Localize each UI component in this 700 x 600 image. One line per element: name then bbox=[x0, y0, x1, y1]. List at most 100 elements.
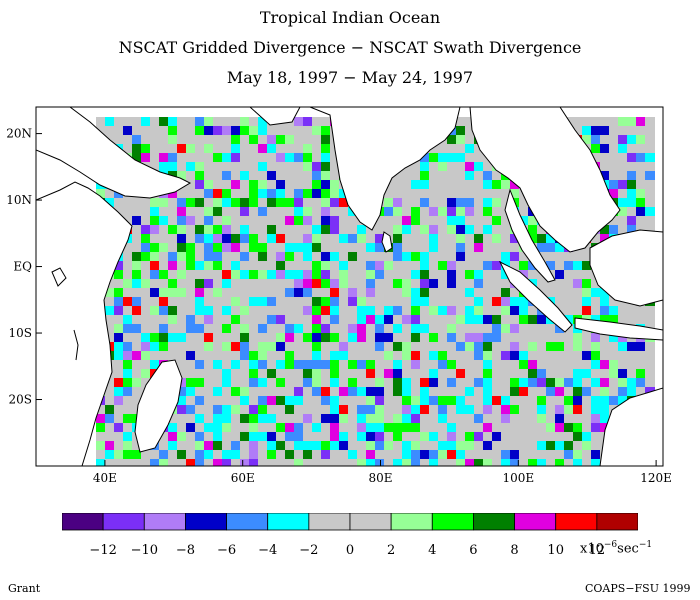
divergence-cell bbox=[501, 459, 511, 466]
divergence-cell bbox=[474, 252, 484, 262]
divergence-cell bbox=[312, 378, 322, 388]
divergence-cell bbox=[186, 351, 196, 361]
divergence-cell bbox=[393, 189, 403, 199]
divergence-cell bbox=[195, 135, 205, 145]
colorbar-tick-label: −4 bbox=[258, 543, 278, 558]
divergence-cell bbox=[528, 396, 538, 406]
divergence-cell bbox=[582, 243, 592, 253]
divergence-cell bbox=[231, 288, 241, 298]
divergence-cell bbox=[321, 171, 331, 181]
divergence-cell bbox=[591, 351, 601, 361]
divergence-cell bbox=[546, 252, 556, 262]
divergence-cell bbox=[186, 459, 196, 466]
divergence-cell bbox=[267, 198, 277, 208]
divergence-cell bbox=[240, 189, 250, 199]
divergence-cell bbox=[96, 126, 106, 136]
divergence-cell bbox=[474, 189, 484, 199]
divergence-cell bbox=[546, 243, 556, 253]
divergence-cell bbox=[501, 432, 511, 442]
divergence-cell bbox=[618, 360, 628, 370]
divergence-cell bbox=[519, 360, 529, 370]
divergence-cell bbox=[267, 369, 277, 379]
divergence-cell bbox=[591, 117, 601, 127]
divergence-cell bbox=[465, 288, 475, 298]
divergence-cell bbox=[204, 360, 214, 370]
divergence-cell bbox=[627, 315, 637, 325]
divergence-cell bbox=[366, 234, 376, 244]
divergence-cell bbox=[420, 198, 430, 208]
land-masses bbox=[36, 107, 663, 466]
divergence-cell bbox=[420, 441, 430, 451]
divergence-cell bbox=[402, 378, 412, 388]
divergence-cell bbox=[438, 315, 448, 325]
divergence-cell bbox=[240, 207, 250, 217]
divergence-cell bbox=[258, 279, 268, 289]
divergence-cell bbox=[123, 144, 133, 154]
divergence-cell bbox=[393, 288, 403, 298]
divergence-cell bbox=[438, 144, 448, 154]
divergence-cell bbox=[555, 270, 565, 280]
divergence-cell bbox=[402, 297, 412, 307]
divergence-cell bbox=[366, 423, 376, 433]
divergence-cell bbox=[438, 423, 448, 433]
divergence-cell bbox=[393, 360, 403, 370]
divergence-cell bbox=[114, 342, 124, 352]
divergence-cell bbox=[564, 360, 574, 370]
divergence-cell bbox=[168, 288, 178, 298]
divergence-cell bbox=[141, 144, 151, 154]
divergence-cell bbox=[312, 225, 322, 235]
divergence-cell bbox=[609, 369, 619, 379]
divergence-cell bbox=[321, 423, 331, 433]
divergence-cell bbox=[267, 162, 277, 172]
divergence-cell bbox=[204, 324, 214, 334]
divergence-cell bbox=[105, 378, 115, 388]
divergence-cell bbox=[267, 216, 277, 226]
divergence-cell bbox=[231, 342, 241, 352]
divergence-cell bbox=[528, 378, 538, 388]
divergence-cell bbox=[312, 189, 322, 199]
divergence-cell bbox=[411, 270, 421, 280]
divergence-cell bbox=[627, 198, 637, 208]
divergence-cell bbox=[321, 414, 331, 424]
divergence-cell bbox=[501, 423, 511, 433]
divergence-cell bbox=[114, 369, 124, 379]
divergence-cell bbox=[465, 333, 475, 343]
divergence-cell bbox=[420, 225, 430, 235]
divergence-cell bbox=[276, 144, 286, 154]
divergence-cell bbox=[645, 198, 655, 208]
divergence-cell bbox=[393, 198, 403, 208]
divergence-cell bbox=[591, 360, 601, 370]
divergence-cell bbox=[132, 135, 142, 145]
divergence-cell bbox=[429, 171, 439, 181]
divergence-cell bbox=[438, 153, 448, 163]
divergence-cell bbox=[303, 189, 313, 199]
divergence-cell bbox=[537, 351, 547, 361]
divergence-cell bbox=[195, 288, 205, 298]
divergence-cell bbox=[636, 306, 646, 316]
divergence-cell bbox=[546, 441, 556, 451]
divergence-cell bbox=[438, 252, 448, 262]
divergence-cell bbox=[114, 459, 124, 466]
divergence-cell bbox=[465, 270, 475, 280]
divergence-cell bbox=[132, 459, 142, 466]
divergence-cell bbox=[177, 441, 187, 451]
divergence-cell bbox=[312, 216, 322, 226]
divergence-cell bbox=[645, 207, 655, 217]
divergence-cell bbox=[375, 333, 385, 343]
divergence-cell bbox=[429, 405, 439, 415]
divergence-cell bbox=[249, 306, 259, 316]
divergence-cell bbox=[438, 180, 448, 190]
divergence-cell bbox=[177, 405, 187, 415]
divergence-cell bbox=[573, 288, 583, 298]
divergence-cell bbox=[429, 234, 439, 244]
divergence-cell bbox=[429, 189, 439, 199]
divergence-cell bbox=[438, 459, 448, 466]
divergence-cell bbox=[546, 432, 556, 442]
divergence-cell bbox=[555, 279, 565, 289]
divergence-cell bbox=[348, 243, 358, 253]
divergence-cell bbox=[465, 405, 475, 415]
divergence-cell bbox=[186, 207, 196, 217]
divergence-cell bbox=[231, 441, 241, 451]
divergence-cell bbox=[285, 450, 295, 460]
divergence-cell bbox=[222, 144, 232, 154]
